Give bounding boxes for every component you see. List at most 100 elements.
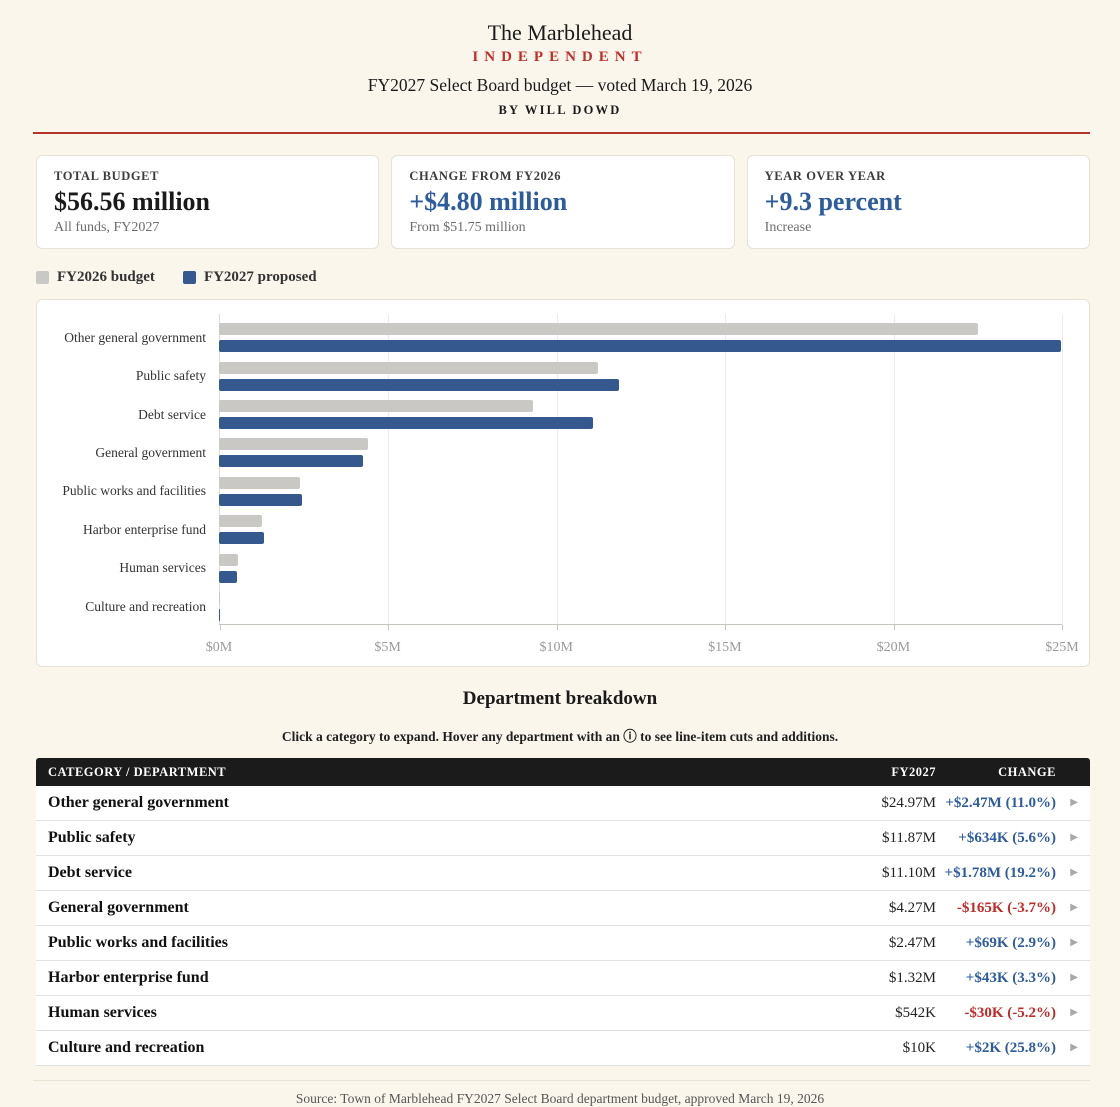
- axis-tick-label: $25M: [1045, 639, 1079, 655]
- chart-row: Human services: [37, 549, 1062, 587]
- table-row[interactable]: Debt service $11.10M +$1.78M (19.2%) ▶: [36, 856, 1090, 892]
- bar-fy2027[interactable]: [219, 570, 238, 583]
- header-fy2027: FY2027: [891, 764, 936, 779]
- table-row[interactable]: Culture and recreation $10K +$2K (25.8%) ▶: [36, 1031, 1090, 1067]
- bar-fy2027[interactable]: [219, 493, 303, 506]
- row-expand-arrow[interactable]: ▶: [1070, 1007, 1078, 1019]
- legend-item: FY2026 budget: [36, 269, 155, 286]
- chart-category-label: Harbor enterprise fund: [83, 521, 206, 537]
- row-expand-arrow[interactable]: ▶: [1070, 972, 1078, 984]
- table-row[interactable]: Human services $542K -$30K (-5.2%) ▶: [36, 996, 1090, 1032]
- chart-row: Public safety: [37, 357, 1062, 395]
- bar-pair: [219, 323, 1062, 353]
- publication-title-independent: INDEPENDENT: [472, 49, 648, 65]
- row-expand-arrow[interactable]: ▶: [1070, 832, 1078, 844]
- bar-fy2026[interactable]: [219, 400, 534, 413]
- table-row[interactable]: Harbor enterprise fund $1.32M +$43K (3.3%)…: [36, 961, 1090, 997]
- row-expand-arrow[interactable]: ▶: [1070, 902, 1078, 914]
- axis-tick-label: $15M: [708, 639, 742, 655]
- row-fy2027-value: $4.27M: [888, 899, 936, 916]
- bar-pair: [219, 438, 1062, 468]
- table-row[interactable]: Public works and facilities $2.47M +$69K (…: [36, 926, 1090, 962]
- bar-pair: [219, 553, 1062, 583]
- stat-card-subtext: All funds, FY2027: [54, 219, 160, 235]
- row-fy2027-value: $2.47M: [888, 934, 936, 951]
- bar-fy2027[interactable]: [219, 340, 1061, 353]
- bar-pair: [219, 400, 1062, 430]
- header-category-department: CATEGORY / DEPARTMENT: [48, 764, 227, 779]
- table-body: Other general government $24.97M +$2.47M (…: [36, 786, 1090, 1067]
- axis-tick-label: $5M: [374, 639, 401, 655]
- bar-fy2026[interactable]: [219, 476, 300, 489]
- row-category: Public works and facilities: [48, 934, 229, 952]
- row-change-value: -$30K (-5.2%): [964, 1004, 1056, 1021]
- chart-row: Other general government: [37, 319, 1062, 357]
- chart-category-label: Public works and facilities: [62, 483, 206, 499]
- row-change-value: +$43K (3.3%): [965, 969, 1056, 986]
- bar-fy2026[interactable]: [219, 553, 239, 566]
- masthead-divider: [33, 132, 1090, 134]
- bar-fy2026[interactable]: [219, 438, 369, 451]
- row-fy2027-value: $11.10M: [881, 864, 936, 881]
- row-change-value: +$634K (5.6%): [958, 829, 1056, 846]
- legend-swatch: [182, 270, 196, 284]
- chart-category-label: Debt service: [138, 406, 206, 422]
- bar-fy2027[interactable]: [219, 455, 363, 468]
- stat-card-subtext: From $51.75 million: [409, 219, 526, 235]
- stat-card: TOTAL BUDGET $56.56 million All funds, FY2…: [36, 155, 380, 249]
- chart-category-label: Human services: [119, 560, 206, 576]
- bar-pair: [219, 361, 1062, 391]
- legend-item: FY2027 proposed: [182, 268, 317, 286]
- bar-fy2027[interactable]: [219, 378, 620, 391]
- bar-fy2027[interactable]: [219, 417, 594, 430]
- chart-row: Public works and facilities: [37, 472, 1062, 510]
- bar-fy2026[interactable]: [219, 592, 220, 605]
- byline: BY WILL DOWD: [498, 103, 622, 117]
- bar-fy2026[interactable]: [219, 361, 598, 374]
- bar-fy2026[interactable]: [219, 515, 263, 528]
- x-axis-labels: $0M $5M $10M $15M $20M $25M: [206, 639, 1079, 658]
- row-category: Human services: [48, 1004, 157, 1022]
- row-fy2027-value: $542K: [895, 1004, 936, 1021]
- chart-category-label: Culture and recreation: [85, 598, 206, 614]
- chart-category-label: Public safety: [135, 368, 206, 384]
- publication-title: The Marblehead: [487, 20, 633, 45]
- row-category: Debt service: [48, 864, 132, 882]
- table-header-row: CATEGORY / DEPARTMENT FY2027 CHANGE: [36, 758, 1090, 787]
- row-fy2027-value: $24.97M: [881, 794, 936, 811]
- row-expand-arrow[interactable]: ▶: [1070, 867, 1078, 879]
- legend-swatch: [36, 270, 49, 284]
- row-category: General government: [48, 899, 189, 917]
- legend-label: FY2026 budget: [57, 268, 155, 285]
- row-expand-arrow[interactable]: ▶: [1070, 797, 1078, 809]
- chart-row: Debt service: [37, 395, 1062, 433]
- stat-card-value: +9.3 percent: [764, 187, 902, 216]
- row-fy2027-value: $10K: [902, 1039, 936, 1056]
- row-change-value: -$165K (-3.7%): [956, 899, 1056, 916]
- row-change-value: +$1.78M (19.2%): [944, 864, 1056, 881]
- table-row[interactable]: General government $4.27M -$165K (-3.7%) ▶: [36, 891, 1090, 927]
- stat-card-subtext: Increase: [764, 219, 812, 235]
- footer-divider: [33, 1080, 1090, 1082]
- legend-label: FY2027 proposed: [203, 268, 317, 285]
- table-row[interactable]: Other general government $24.97M +$2.47M (…: [36, 786, 1090, 822]
- chart-row: Harbor enterprise fund: [37, 511, 1062, 549]
- axis-tick: [1062, 624, 1063, 630]
- bar-fy2027[interactable]: [219, 609, 220, 622]
- row-expand-arrow[interactable]: ▶: [1070, 937, 1078, 949]
- stat-card: YEAR OVER YEAR +9.3 percent Increase: [746, 155, 1090, 249]
- gridline: [1062, 313, 1063, 624]
- stat-card-label: TOTAL BUDGET: [54, 169, 160, 183]
- budget-bar-chart: Other general government Public safety Deb…: [36, 298, 1090, 667]
- row-fy2027-value: $11.87M: [881, 829, 936, 846]
- article-title: FY2027 Select Board budget — voted March…: [367, 75, 753, 95]
- table-row[interactable]: Public safety $11.87M +$634K (5.6%) ▶: [36, 821, 1090, 857]
- stat-card-value: $56.56 million: [54, 187, 211, 216]
- bar-fy2027[interactable]: [219, 532, 264, 545]
- row-expand-arrow[interactable]: ▶: [1070, 1042, 1078, 1054]
- chart-category-label: General government: [95, 444, 206, 460]
- bar-fy2026[interactable]: [219, 323, 978, 336]
- row-category: Public safety: [48, 829, 136, 847]
- bar-pair: [219, 515, 1062, 545]
- chart-row: General government: [37, 434, 1062, 472]
